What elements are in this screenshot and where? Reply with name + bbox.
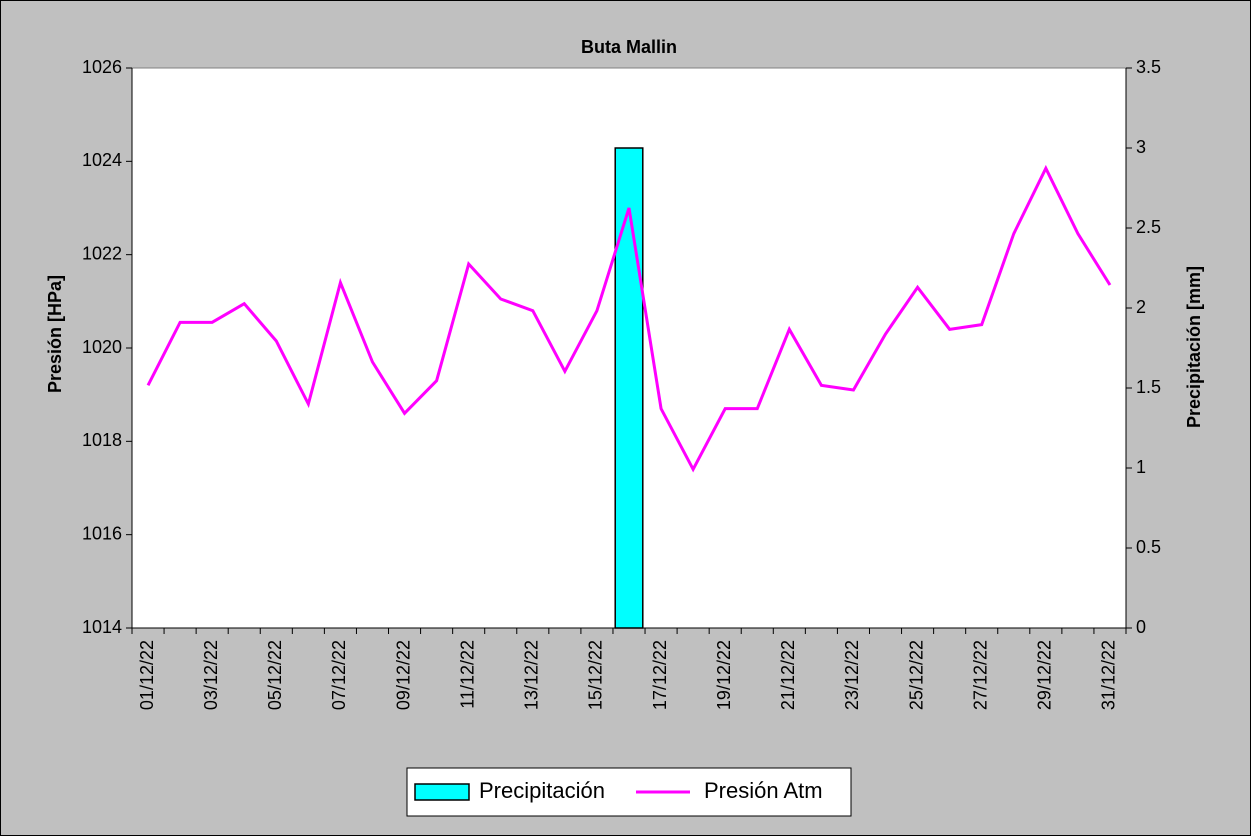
x-tick-label: 25/12/22: [906, 640, 926, 710]
y2-tick-label: 3.5: [1136, 57, 1161, 77]
y-tick-label: 1026: [82, 57, 122, 77]
legend-label: Precipitación: [479, 778, 605, 803]
y-tick-label: 1020: [82, 337, 122, 357]
legend-swatch: [414, 783, 470, 801]
y2-tick-label: 1: [1136, 457, 1146, 477]
x-tick-label: 27/12/22: [970, 640, 990, 710]
y-axis-title: Presión [HPa]: [45, 275, 65, 393]
y-tick-label: 1016: [82, 523, 122, 543]
chart-title: Buta Mallin: [581, 37, 677, 57]
legend-label: Presión Atm: [704, 778, 823, 803]
y-tick-label: 1024: [82, 150, 122, 170]
x-tick-label: 29/12/22: [1035, 640, 1055, 710]
y2-tick-label: 2.5: [1136, 217, 1161, 237]
x-tick-label: 13/12/22: [522, 640, 542, 710]
x-tick-label: 05/12/22: [265, 640, 285, 710]
x-tick-label: 11/12/22: [457, 640, 477, 709]
y2-axis-title: Precipitación [mm]: [1184, 266, 1204, 428]
y-tick-label: 1022: [82, 243, 122, 263]
bar: [614, 147, 644, 629]
x-tick-label: 19/12/22: [714, 640, 734, 710]
y2-tick-label: 1.5: [1136, 377, 1161, 397]
legend: [406, 767, 852, 817]
y2-tick-label: 0: [1136, 617, 1146, 637]
x-tick-label: 01/12/22: [137, 640, 157, 710]
x-tick-label: 21/12/22: [778, 640, 798, 710]
y-tick-label: 1014: [82, 617, 122, 637]
x-tick-label: 03/12/22: [201, 640, 221, 710]
x-tick-label: 23/12/22: [842, 640, 862, 710]
line: [146, 164, 1112, 473]
x-tick-label: 31/12/22: [1099, 640, 1119, 710]
x-tick-label: 07/12/22: [329, 640, 349, 710]
x-tick-label: 15/12/22: [586, 640, 606, 710]
y-tick-label: 1018: [82, 430, 122, 450]
x-tick-label: 09/12/22: [393, 640, 413, 710]
y2-tick-label: 3: [1136, 137, 1146, 157]
x-tick-label: 17/12/22: [650, 640, 670, 710]
y2-tick-label: 2: [1136, 297, 1146, 317]
y2-tick-label: 0.5: [1136, 537, 1161, 557]
